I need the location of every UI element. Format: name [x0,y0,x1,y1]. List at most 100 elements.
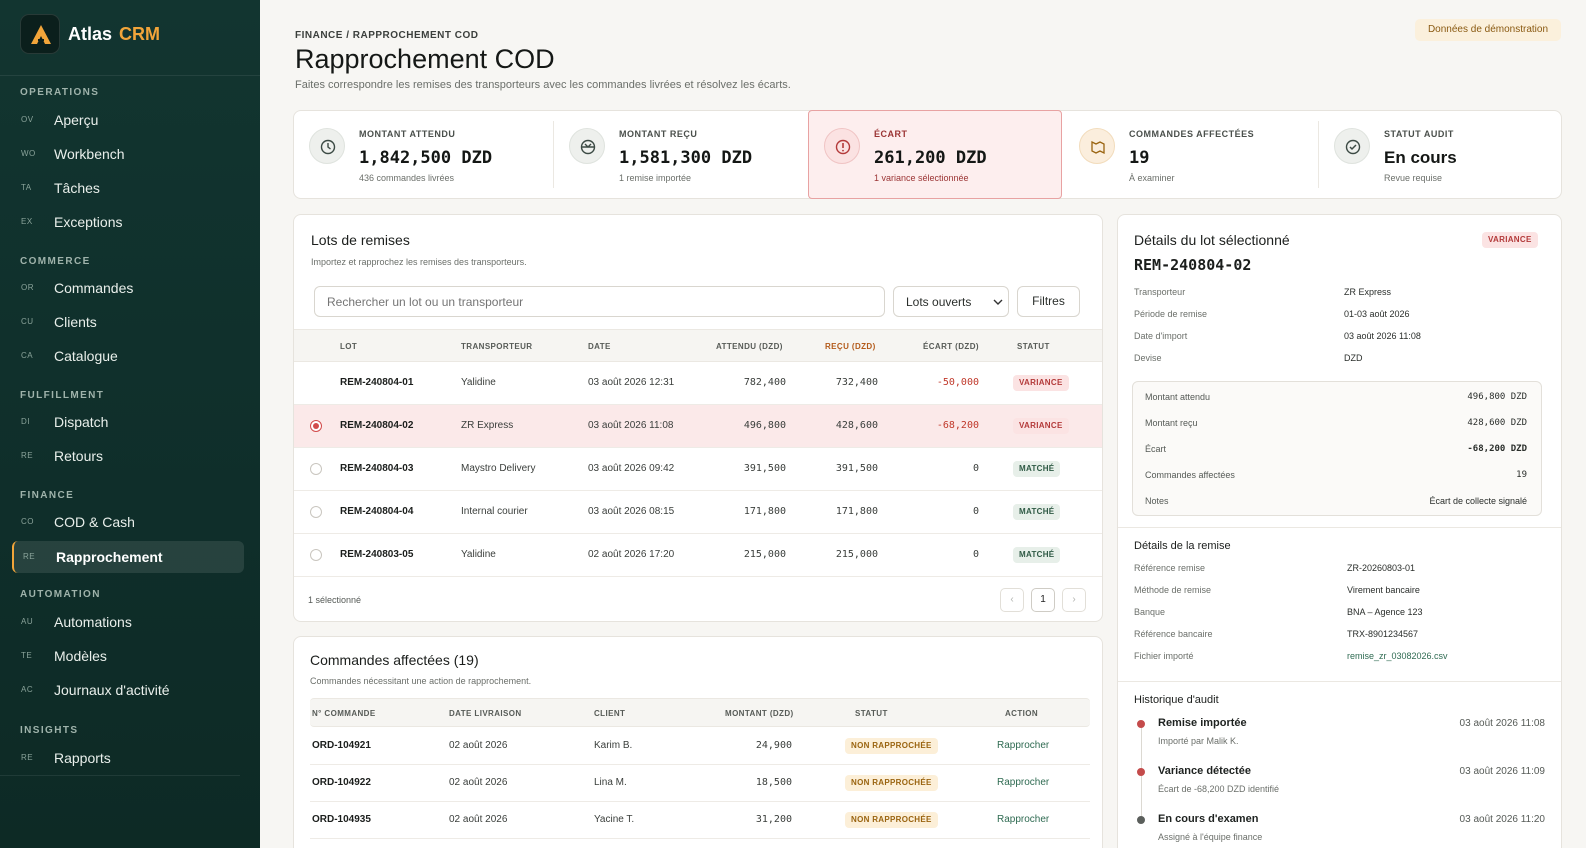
sidebar: Atlas CRM OPERATIONS OV Aperçu WO Workbenc… [0,0,260,848]
lot-status-select[interactable]: Lots ouverts [893,286,1009,317]
nav-abbr: CU [21,317,34,326]
kpi-commandes-affectees[interactable]: COMMANDES AFFECTÉES 19 À examiner [1064,111,1318,198]
col-action[interactable]: ACTION [1005,709,1039,718]
col-amount[interactable]: MONTANT (DZD) [725,709,794,718]
nav-abbr: RE [23,552,36,561]
summary-label: Montant reçu [1145,418,1198,428]
sidebar-item-workbench[interactable]: WO Workbench [12,138,244,170]
filters-button[interactable]: Filtres [1017,286,1080,317]
lot-date: 02 août 2026 17:20 [588,549,675,560]
lot-carrier: Maystro Delivery [461,463,536,474]
sidebar-item-journaux[interactable]: AC Journaux d'activité [12,674,244,706]
order-row[interactable]: ORD-104921 02 août 2026 Karim B. 24,900 … [310,728,1090,765]
lot-search-input[interactable] [314,286,885,317]
col-attendu[interactable]: ATTENDU (DZD) [716,342,783,351]
status-badge: NON RAPPROCHÉE [845,738,938,754]
lot-row[interactable]: REM-240804-03 Maystro Delivery 03 août 2… [294,448,1102,491]
col-delivery-date[interactable]: DATE LIVRAISON [449,709,522,718]
kpi-montant-recu[interactable]: MONTANT REÇU 1,581,300 DZD 1 remise impo… [554,111,808,198]
status-badge: NON RAPPROCHÉE [845,812,938,828]
sidebar-item-rapprochement[interactable]: RE Rapprochement [12,541,244,573]
row-radio[interactable] [310,506,322,518]
col-order-id[interactable]: N° COMMANDE [312,709,376,718]
atlas-logo-icon [31,25,51,44]
nav-abbr: AU [21,617,34,626]
sidebar-item-apercu[interactable]: OV Aperçu [12,104,244,136]
col-ecart[interactable]: ÉCART (DZD) [923,342,979,351]
reconcile-link[interactable]: Rapprocher [997,740,1050,751]
nav-label: COD & Cash [54,514,135,530]
col-date[interactable]: DATE [588,342,611,351]
select-value: Lots ouverts [906,295,972,309]
lot-date: 03 août 2026 12:31 [588,377,675,388]
kpi-statut-audit[interactable]: STATUT AUDIT En cours Revue requise [1319,111,1562,198]
order-row[interactable]: ORD-104935 02 août 2026 Yacine T. 31,200… [310,802,1090,839]
sidebar-item-clients[interactable]: CU Clients [12,306,244,338]
sidebar-item-taches[interactable]: TA Tâches [12,172,244,204]
sidebar-item-automations[interactable]: AU Automations [12,606,244,638]
app-name-accent: CRM [119,24,160,44]
nav-abbr: TA [21,183,32,192]
clock-icon [309,128,345,164]
lot-row[interactable]: REM-240803-05 Yalidine 02 août 2026 17:2… [294,534,1102,577]
lot-date: 03 août 2026 11:08 [588,420,674,431]
amount-summary: Montant attendu 496,800 DZD Montant reçu 4… [1132,381,1542,516]
lot-row[interactable]: REM-240804-04 Internal courier 03 août 2… [294,491,1102,534]
imported-file-link[interactable]: remise_zr_03082026.csv [1347,651,1448,661]
kpi-detail: À examiner [1129,173,1175,183]
kpi-ecart[interactable]: ÉCART 261,200 DZD 1 variance sélectionné… [808,110,1062,199]
pagination-next[interactable]: › [1062,588,1086,612]
order-amount: 18,500 [755,777,792,788]
field-value: 03 août 2026 11:08 [1344,331,1421,341]
order-row[interactable]: ORD-104922 02 août 2026 Lina M. 18,500 N… [310,765,1090,802]
col-order-status[interactable]: STATUT [855,709,888,718]
kpi-montant-attendu[interactable]: MONTANT ATTENDU 1,842,500 DZD 436 comman… [294,111,554,198]
row-radio[interactable] [310,549,322,561]
lot-row[interactable]: REM-240804-01 Yalidine 03 août 2026 12:3… [294,362,1102,405]
pagination-page[interactable]: 1 [1031,588,1055,612]
kpi-divider [553,121,554,188]
field-label: Référence bancaire [1134,629,1213,639]
audit-event-date: 03 août 2026 11:08 [1459,718,1545,729]
col-statut[interactable]: STATUT [1017,342,1050,351]
order-id: ORD-104921 [312,740,371,751]
lot-carrier: Internal courier [461,506,528,517]
remittance-title: Détails de la remise [1134,540,1231,552]
status-badge: NON RAPPROCHÉE [845,775,938,791]
sidebar-item-catalogue[interactable]: CA Catalogue [12,340,244,372]
nav-section-commerce: COMMERCE [20,256,91,267]
order-date: 02 août 2026 [449,740,508,751]
sidebar-item-commandes[interactable]: OR Commandes [12,272,244,304]
col-transporteur[interactable]: TRANSPORTEUR [461,342,533,351]
col-recu[interactable]: REÇU (DZD) [825,342,876,351]
app-logo[interactable] [20,14,60,54]
nav-section-insights: INSIGHTS [20,725,79,736]
audit-title: Historique d'audit [1134,694,1219,706]
reconcile-link[interactable]: Rapprocher [997,777,1050,788]
lot-row-selected[interactable]: REM-240804-02 ZR Express 03 août 2026 11… [294,405,1102,448]
sidebar-item-cod-cash[interactable]: CO COD & Cash [12,506,244,538]
col-client[interactable]: CLIENT [594,709,626,718]
field-value: ZR Express [1344,287,1392,297]
row-radio[interactable] [310,463,322,475]
sidebar-item-retours[interactable]: RE Retours [12,440,244,472]
sidebar-item-exceptions[interactable]: EX Exceptions [12,206,244,238]
col-lot[interactable]: LOT [340,342,358,351]
lot-gap: -68,200 [936,420,979,431]
kpi-strip: MONTANT ATTENDU 1,842,500 DZD 436 comman… [293,110,1562,199]
lot-gap: 0 [972,506,979,517]
sidebar-item-rapports[interactable]: RE Rapports [12,742,244,774]
selection-count: 1 sélectionné [308,595,362,605]
reconcile-link[interactable]: Rapprocher [997,814,1050,825]
nav-label: Clients [54,314,97,330]
pagination-prev[interactable]: ‹ [1000,588,1024,612]
row-radio[interactable] [310,420,322,432]
sidebar-item-dispatch[interactable]: DI Dispatch [12,406,244,438]
kpi-label: MONTANT ATTENDU [359,129,456,139]
nav-label: Modèles [54,648,107,664]
lot-carrier: ZR Express [461,420,514,431]
order-date: 02 août 2026 [449,777,508,788]
divider [1118,527,1561,528]
sidebar-item-modeles[interactable]: TE Modèles [12,640,244,672]
kpi-detail: 436 commandes livrées [359,173,455,183]
